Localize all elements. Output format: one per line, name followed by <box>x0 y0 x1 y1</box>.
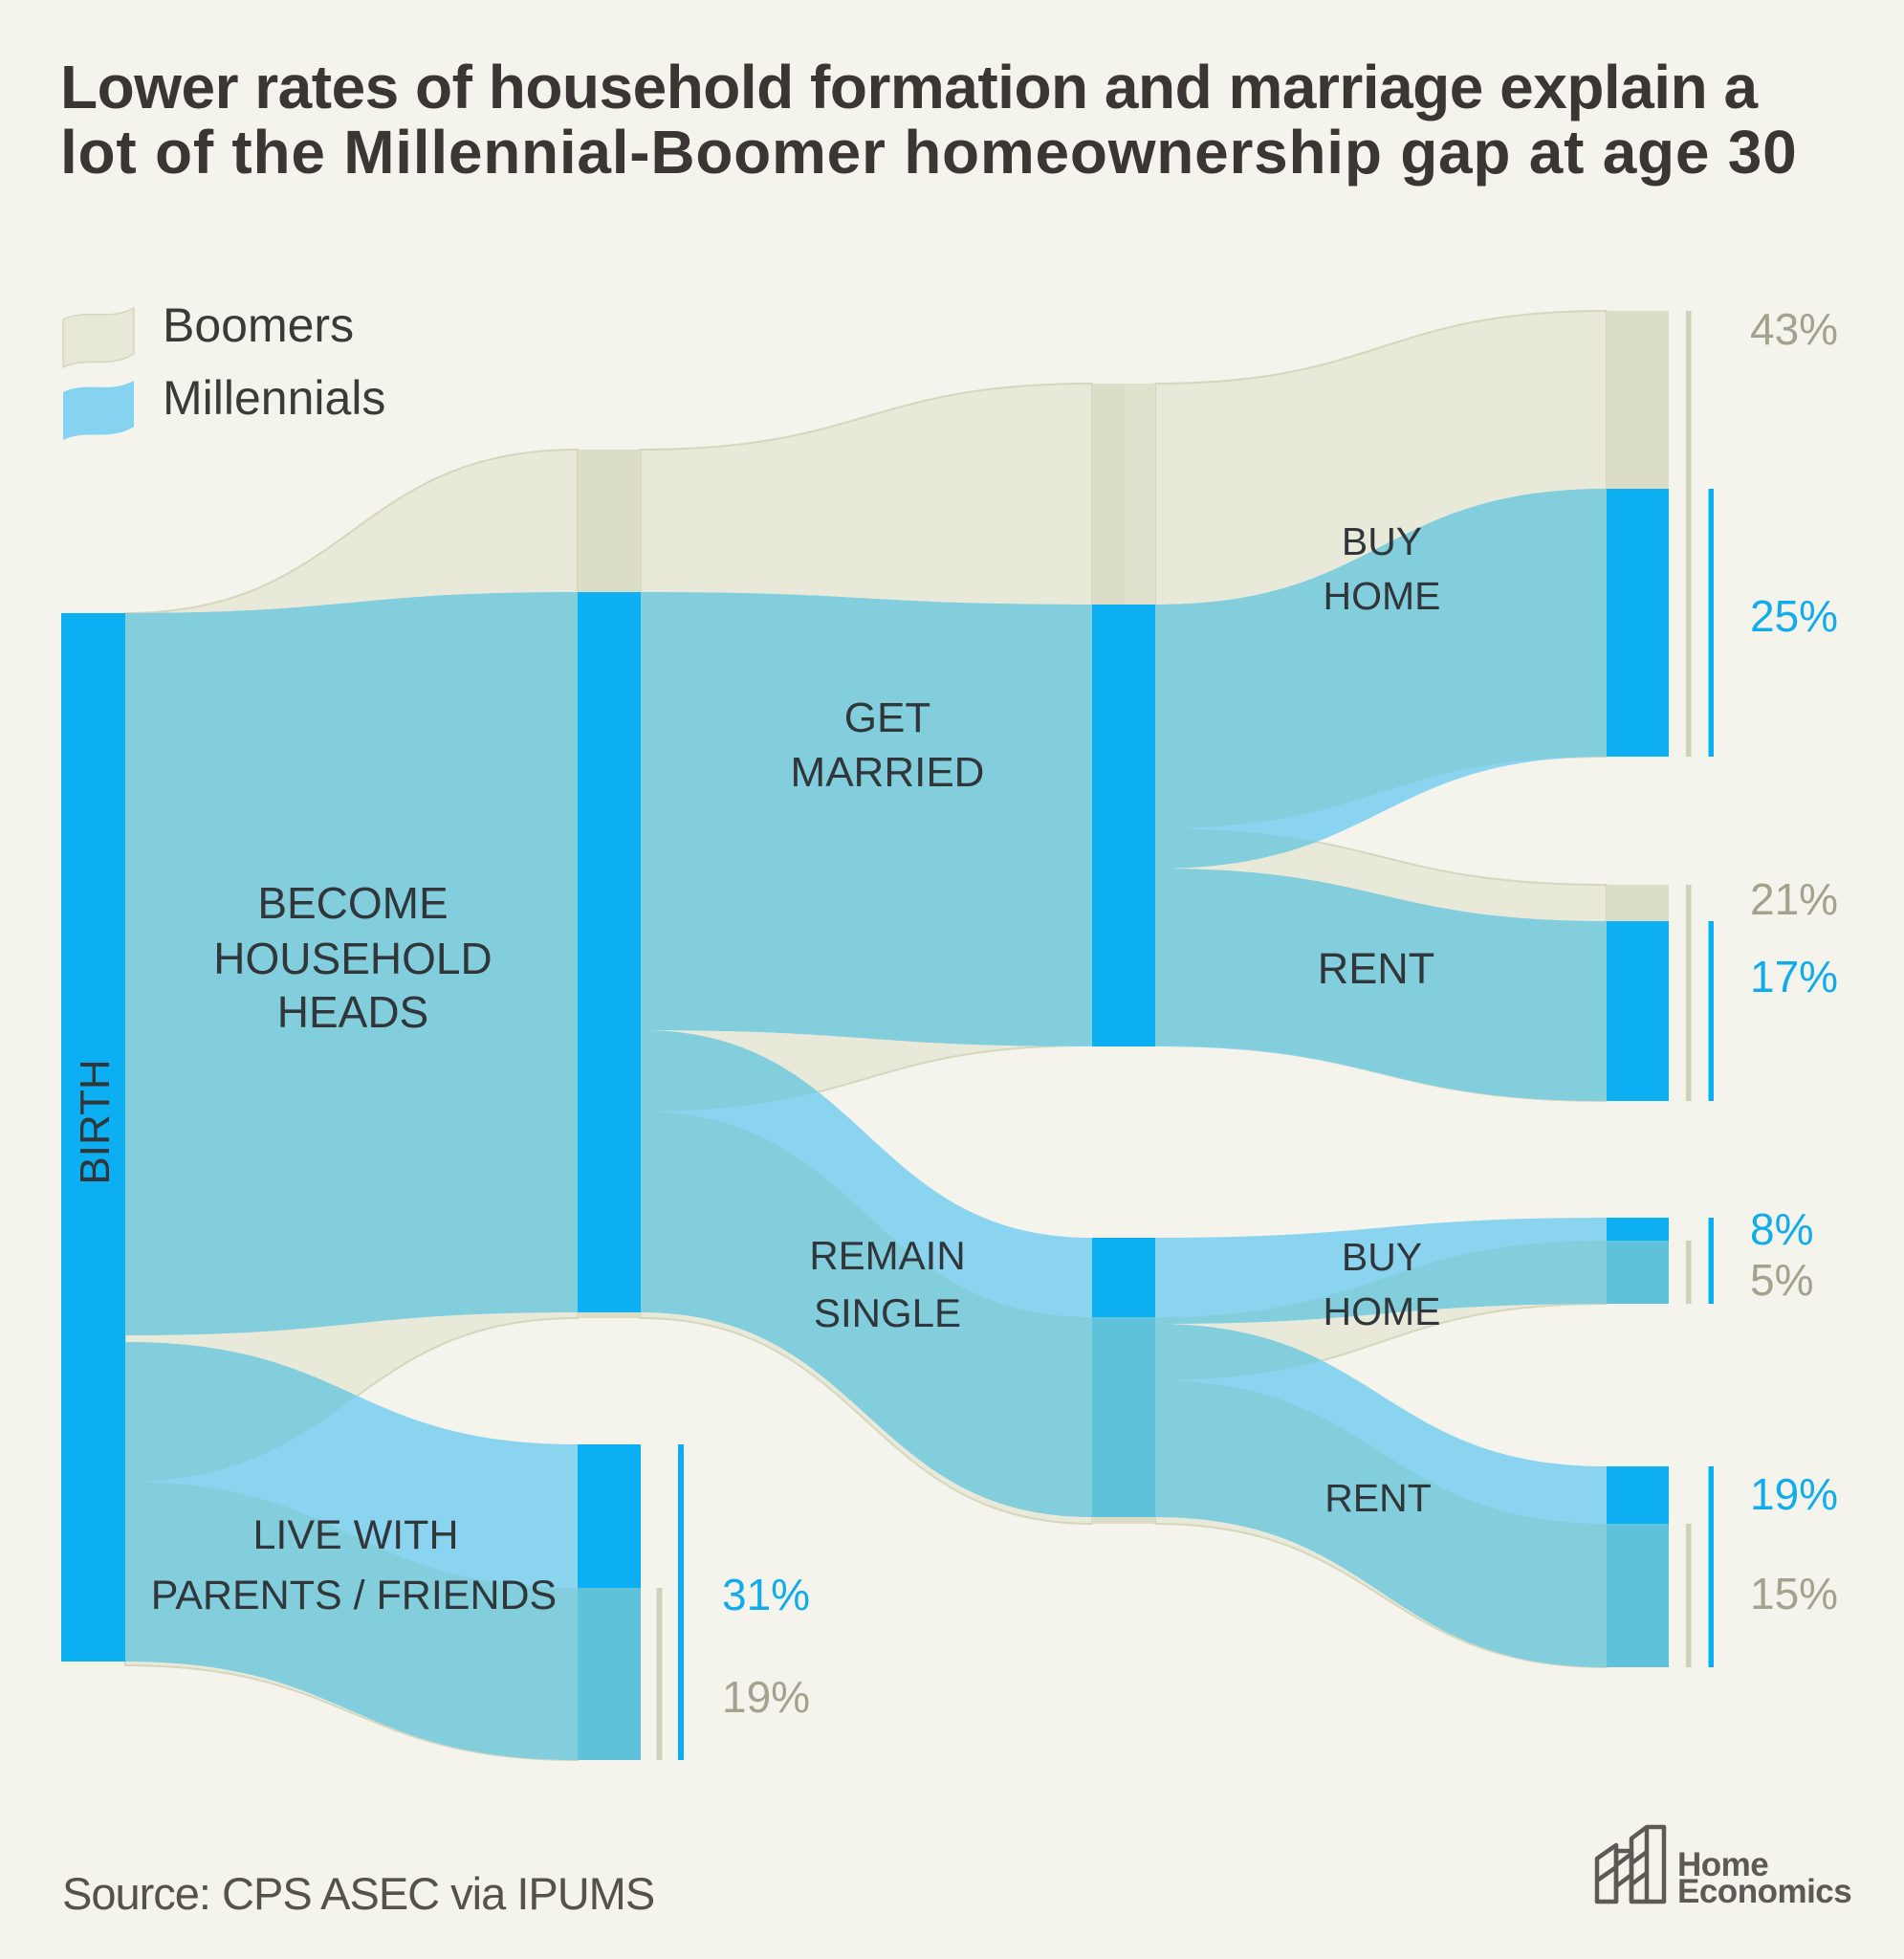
svg-text:5%: 5% <box>1750 1255 1813 1305</box>
svg-text:BECOME: BECOME <box>257 878 448 928</box>
svg-text:Economics: Economics <box>1677 1873 1851 1910</box>
svg-text:17%: 17% <box>1750 952 1838 1002</box>
svg-text:LIVE WITH: LIVE WITH <box>252 1512 458 1558</box>
svg-text:HOME: HOME <box>1324 574 1441 618</box>
svg-text:MARRIED: MARRIED <box>791 749 985 796</box>
svg-text:21%: 21% <box>1750 874 1838 924</box>
svg-text:Boomers: Boomers <box>163 298 354 352</box>
svg-text:RENT: RENT <box>1324 1476 1432 1520</box>
svg-text:19%: 19% <box>722 1672 810 1722</box>
svg-text:REMAIN: REMAIN <box>809 1233 965 1278</box>
svg-text:lot of the Millennial-Boomer h: lot of the Millennial-Boomer homeownersh… <box>60 118 1797 187</box>
svg-text:PARENTS / FRIENDS: PARENTS / FRIENDS <box>151 1573 557 1618</box>
svg-text:BIRTH: BIRTH <box>72 1059 119 1184</box>
svg-text:25%: 25% <box>1750 591 1838 641</box>
svg-text:Home: Home <box>1677 1846 1768 1883</box>
svg-text:BUY: BUY <box>1342 519 1422 563</box>
svg-text:Millennials: Millennials <box>163 371 385 425</box>
svg-text:RENT: RENT <box>1318 944 1435 993</box>
svg-text:HOUSEHOLD: HOUSEHOLD <box>213 934 492 983</box>
svg-text:BUY: BUY <box>1342 1235 1422 1279</box>
svg-text:43%: 43% <box>1750 304 1838 354</box>
svg-text:31%: 31% <box>722 1570 810 1619</box>
svg-text:19%: 19% <box>1750 1469 1838 1519</box>
svg-text:SINGLE: SINGLE <box>814 1290 961 1335</box>
svg-text:HOME: HOME <box>1324 1289 1441 1333</box>
svg-text:GET: GET <box>844 694 930 741</box>
svg-text:8%: 8% <box>1750 1204 1813 1254</box>
svg-text:15%: 15% <box>1750 1569 1838 1618</box>
svg-text:HEADS: HEADS <box>277 987 428 1037</box>
svg-text:Source: CPS ASEC via IPUMS: Source: CPS ASEC via IPUMS <box>62 1868 654 1919</box>
svg-text:Lower rates of household forma: Lower rates of household formation and m… <box>60 53 1758 121</box>
